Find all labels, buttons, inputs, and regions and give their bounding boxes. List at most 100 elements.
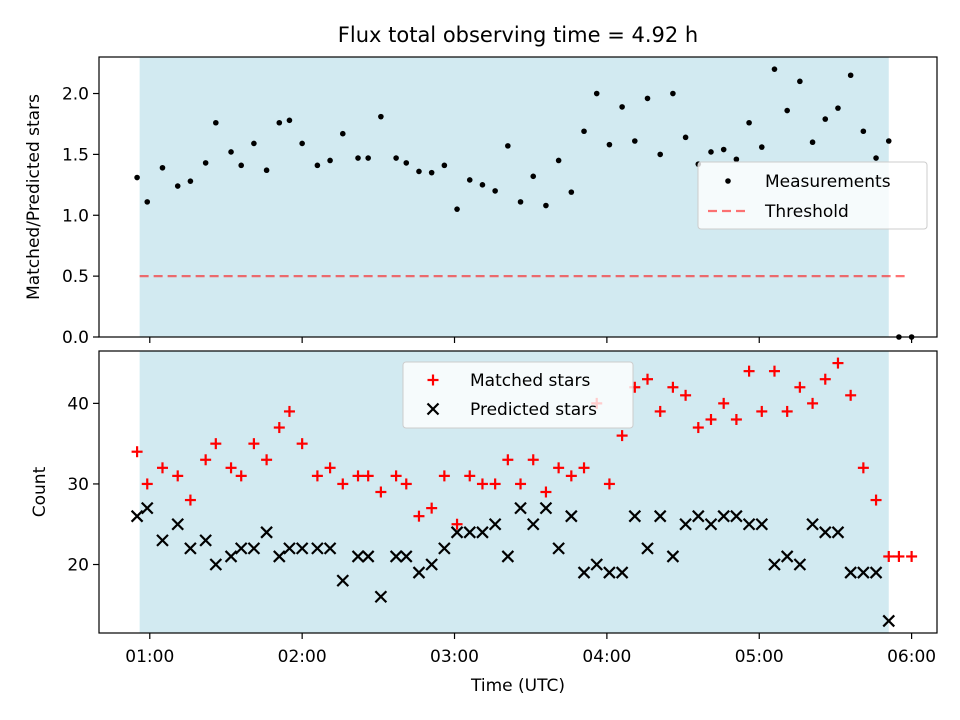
- predicted-stars-point: [501, 550, 515, 563]
- matched-stars-point: [426, 502, 438, 514]
- matched-stars-point: [730, 413, 742, 425]
- matched-stars-point: [667, 381, 679, 393]
- predicted-stars-point: [806, 517, 819, 531]
- predicted-stars-point: [361, 550, 375, 563]
- measurement-point: [555, 157, 562, 164]
- bottom-panel: 20 30 40 01:00 02:00 03:00 04:00 05:00 06:00 Co…: [30, 350, 938, 696]
- matched-stars-point: [296, 438, 308, 450]
- measurement-point: [505, 143, 511, 149]
- top-plot-frame: [98, 56, 938, 338]
- measurement-point: [416, 168, 422, 175]
- measurement-point: [581, 128, 587, 135]
- top-y-axis: 0.0 0.5 1.0 1.5 2.0: [62, 85, 99, 348]
- predicted-stars-point: [679, 517, 692, 531]
- predicted-stars-point: [450, 526, 464, 539]
- measurement-point: [466, 177, 473, 183]
- predicted-stars-point: [666, 550, 680, 563]
- predicted-stars-point: [438, 542, 451, 555]
- measurement-point: [492, 188, 498, 194]
- matched-stars-point: [832, 357, 844, 369]
- y-tick-label: 2.0: [62, 85, 89, 105]
- measurement-point: [327, 157, 333, 164]
- predicted-stars-point: [514, 501, 527, 515]
- predicted-stars-point: [730, 509, 743, 523]
- predicted-stars-legend-marker: [426, 402, 440, 416]
- matched-stars-point: [857, 462, 869, 474]
- matched-stars-point: [184, 494, 196, 506]
- x-tick-label: 05:00: [735, 647, 784, 667]
- matched-stars-point: [235, 470, 247, 482]
- matched-stars-point: [172, 470, 184, 482]
- top-y-axis-label: Matched/Predicted stars: [24, 94, 44, 300]
- measurement-point: [568, 189, 575, 195]
- matched-stars-point: [680, 389, 692, 401]
- predicted-stars-point: [818, 526, 832, 539]
- predicted-stars-point: [857, 566, 870, 579]
- measurement-point: [885, 138, 892, 144]
- measurement-point: [144, 199, 151, 205]
- matched-stars-point: [438, 470, 450, 482]
- measurement-point: [632, 138, 638, 144]
- measurement-point: [593, 90, 600, 97]
- measurement-point: [530, 173, 537, 180]
- matched-stars-point: [845, 389, 857, 401]
- matched-stars-point: [261, 454, 273, 466]
- predicted-stars-point: [603, 566, 616, 579]
- predicted-legend-glyph: [426, 402, 440, 416]
- matched-stars-point: [400, 478, 412, 490]
- matched-stars-point: [540, 486, 552, 498]
- measurement-point: [873, 155, 879, 161]
- x-tick-label: 02:00: [278, 647, 327, 667]
- matched-stars-point: [476, 478, 488, 490]
- predicted-stars-point: [476, 526, 489, 539]
- measurement-point: [644, 95, 651, 102]
- measurement-point: [606, 141, 613, 148]
- measurement-point: [835, 105, 841, 111]
- y-tick-label: 1.0: [62, 206, 89, 226]
- predicted-stars-point: [247, 542, 261, 555]
- measurement-point: [682, 134, 689, 141]
- y-tick-label: 0.5: [62, 267, 89, 287]
- measurement-point: [797, 78, 803, 85]
- matched-stars-point: [210, 438, 222, 450]
- measurement-point: [428, 169, 435, 176]
- bottom-x-axis: 01:00 02:00 03:00 04:00 05:00 06:00: [125, 633, 936, 667]
- measurement-point: [847, 72, 854, 79]
- y-tick-label: 20: [67, 556, 89, 576]
- matched-stars-point: [464, 470, 476, 482]
- predicted-stars-point: [399, 550, 413, 563]
- predicted-stars-point: [374, 590, 388, 604]
- matched-stars-point: [807, 397, 819, 409]
- top-panel: 0.00.51.01.52.0 Matched/Predicted stars …: [24, 56, 938, 348]
- measurement-point: [174, 183, 181, 189]
- y-tick-label: 0.0: [62, 328, 89, 348]
- measurement-point: [228, 149, 234, 155]
- matched-stars-point: [337, 478, 349, 490]
- measurement-point: [479, 182, 486, 188]
- chart-title: Flux total observing time = 4.92 h: [338, 23, 698, 47]
- measurement-point: [263, 167, 270, 174]
- matched-stars-point: [906, 550, 918, 562]
- predicted-stars-point: [412, 566, 426, 579]
- predicted-stars-point: [615, 566, 629, 579]
- predicted-stars-point: [704, 517, 718, 531]
- measurement-point: [251, 140, 257, 147]
- measurement-point: [355, 155, 361, 161]
- matched-stars-point: [362, 470, 374, 482]
- matched-stars-point: [781, 405, 793, 417]
- measurement-point: [784, 107, 790, 114]
- matched-legend-glyph: [427, 374, 439, 386]
- predicted-stars-point: [526, 517, 540, 531]
- matched-stars-point: [578, 462, 590, 474]
- bottom-legend-box: [402, 361, 634, 429]
- matched-stars-point: [248, 438, 260, 450]
- measurement-point: [543, 202, 549, 209]
- predicted-stars-point: [209, 558, 223, 571]
- predicted-stars-point: [590, 558, 603, 571]
- bottom-plot-frame: [98, 350, 938, 634]
- measurement-point: [134, 174, 140, 181]
- predicted-stars-legend-label: Predicted stars: [470, 400, 597, 420]
- predicted-stars-point: [768, 558, 781, 571]
- matched-stars-point: [273, 422, 285, 434]
